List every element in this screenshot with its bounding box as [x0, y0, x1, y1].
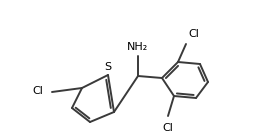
Text: Cl: Cl	[188, 29, 199, 39]
Text: NH₂: NH₂	[127, 42, 149, 52]
Text: Cl: Cl	[32, 86, 43, 96]
Text: S: S	[104, 62, 112, 72]
Text: Cl: Cl	[163, 123, 174, 133]
